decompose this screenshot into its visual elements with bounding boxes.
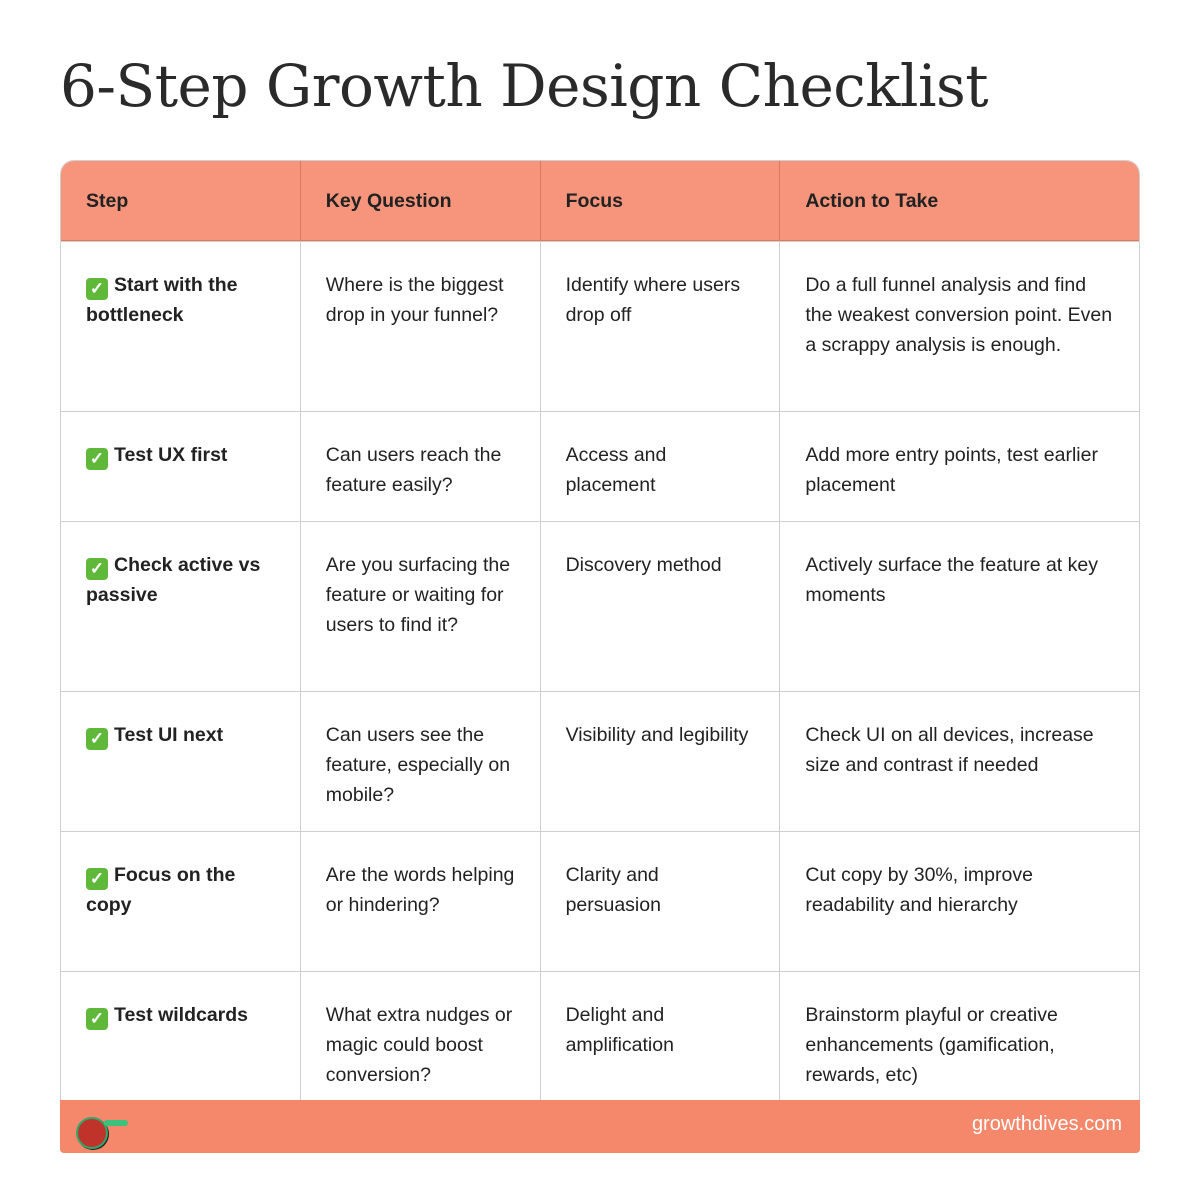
focus-cell: Visibility and legibility [539, 692, 780, 831]
step-cell: ✓ Focus on the copy [61, 832, 300, 971]
check-mark-icon: ✓ [86, 558, 108, 580]
key-question-cell: Can users see the feature, especially on… [299, 692, 540, 831]
table-row: ✓ Focus on the copy Are the words helping… [61, 831, 1139, 971]
header-action: Action to Take [779, 161, 1139, 240]
footer: growthdives.com [60, 1100, 1140, 1153]
author-avatar [76, 1117, 108, 1149]
checklist-table: Step Key Question Focus Action to Take ✓… [60, 160, 1140, 1102]
action-cell: Cut copy by 30%, improve readability and… [779, 832, 1139, 971]
table-row: ✓ Test UI next Can users see the feature,… [61, 691, 1139, 831]
check-mark-icon: ✓ [86, 1008, 108, 1030]
key-question-cell: What extra nudges or magic could boost c… [299, 972, 540, 1101]
step-label: Focus on the copy [86, 864, 236, 916]
action-cell: Add more entry points, test earlier plac… [779, 412, 1139, 521]
table-header: Step Key Question Focus Action to Take [61, 161, 1139, 241]
key-question-cell: Can users reach the feature easily? [299, 412, 540, 521]
step-cell: ✓ Test UI next [61, 692, 300, 831]
key-question-cell: Are the words helping or hindering? [299, 832, 540, 971]
step-label: Start with the bottleneck [86, 274, 238, 326]
step-label: Test UX first [114, 444, 228, 466]
step-label: Test UI next [114, 724, 224, 746]
focus-cell: Discovery method [539, 522, 780, 691]
table-row: ✓ Test wildcards What extra nudges or mag… [61, 971, 1139, 1101]
key-question-cell: Are you surfacing the feature or waiting… [299, 522, 540, 691]
focus-cell: Delight and amplification [539, 972, 780, 1101]
focus-cell: Identify where users drop off [539, 242, 780, 411]
site-link[interactable]: growthdives.com [971, 1113, 1122, 1135]
check-mark-icon: ✓ [86, 278, 108, 300]
page-title: 6-Step Growth Design Checklist [60, 52, 989, 120]
step-label: Test wildcards [114, 1004, 249, 1026]
table-row: ✓ Test UX first Can users reach the featu… [61, 411, 1139, 521]
action-cell: Check UI on all devices, increase size a… [779, 692, 1139, 831]
check-mark-icon: ✓ [86, 728, 108, 750]
check-mark-icon: ✓ [86, 448, 108, 470]
step-cell: ✓ Test UX first [61, 412, 300, 521]
table-row: ✓ Start with the bottleneck Where is the … [61, 241, 1139, 411]
action-cell: Actively surface the feature at key mome… [779, 522, 1139, 691]
step-label: Check active vs passive [86, 554, 261, 606]
subscribe-badge [104, 1120, 128, 1126]
step-cell: ✓ Check active vs passive [61, 522, 300, 691]
focus-cell: Clarity and persuasion [539, 832, 780, 971]
focus-cell: Access and placement [539, 412, 780, 521]
key-question-cell: Where is the biggest drop in your funnel… [299, 242, 540, 411]
check-mark-icon: ✓ [86, 868, 108, 890]
action-cell: Do a full funnel analysis and find the w… [779, 242, 1139, 411]
table-row: ✓ Check active vs passive Are you surfaci… [61, 521, 1139, 691]
header-step: Step [86, 189, 129, 212]
step-cell: ✓ Test wildcards [61, 972, 300, 1101]
step-cell: ✓ Start with the bottleneck [61, 242, 300, 411]
action-cell: Brainstorm playful or creative enhanceme… [779, 972, 1139, 1101]
header-focus: Focus [539, 161, 780, 240]
header-key-question: Key Question [299, 161, 540, 240]
